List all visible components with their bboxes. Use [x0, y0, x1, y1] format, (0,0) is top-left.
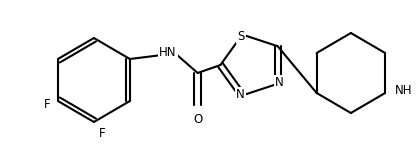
Text: O: O [193, 113, 202, 126]
Text: F: F [43, 98, 50, 111]
Text: N: N [275, 76, 284, 89]
Text: NH: NH [395, 85, 413, 98]
Text: F: F [99, 127, 106, 140]
Text: HN: HN [159, 46, 177, 59]
Text: N: N [236, 88, 245, 101]
Text: S: S [238, 30, 245, 43]
